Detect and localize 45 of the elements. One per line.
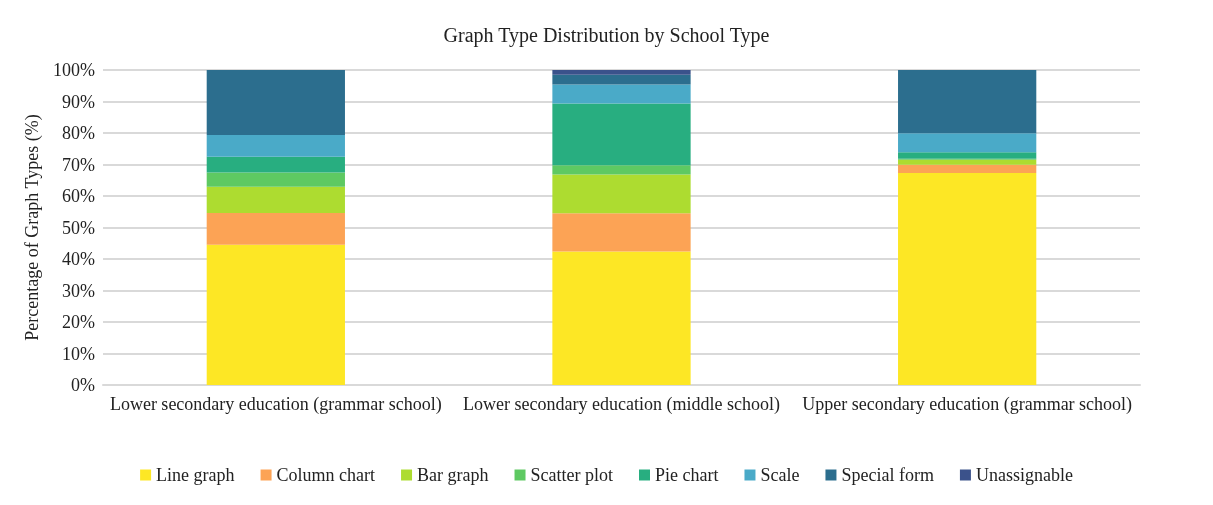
- bar: [552, 84, 691, 104]
- bar: [898, 152, 1037, 159]
- bar: [206, 70, 345, 135]
- y-tick-label: 100%: [53, 60, 95, 80]
- bar: [206, 244, 345, 385]
- x-tick-label: Lower secondary education (middle school): [463, 394, 780, 415]
- y-tick-label: 80%: [62, 123, 95, 143]
- x-tick-label: Lower secondary education (grammar school): [109, 394, 442, 415]
- x-tick-label: Upper secondary education (grammar school): [802, 394, 1133, 415]
- bar: [206, 134, 345, 157]
- chart-title: Graph Type Distribution by School Type: [443, 24, 770, 47]
- bar: [898, 133, 1037, 153]
- bar: [898, 70, 1037, 134]
- legend-label: Unassignable: [975, 465, 1073, 485]
- y-tick-label: 50%: [62, 217, 95, 238]
- bar: [552, 165, 691, 175]
- bar: [206, 213, 345, 245]
- bar: [552, 70, 691, 75]
- legend-label: Scatter plot: [530, 465, 614, 485]
- bar: [552, 174, 691, 214]
- y-tick-label: 0%: [71, 375, 95, 395]
- y-tick-label: 70%: [62, 154, 95, 175]
- y-tick-label: 30%: [62, 280, 95, 301]
- bar: [898, 173, 1037, 385]
- legend-label: Column chart: [276, 465, 376, 485]
- y-axis-title: Percentage of Graph Types (%): [22, 114, 43, 341]
- y-tick-label: 10%: [62, 343, 95, 364]
- legend-label: Pie chart: [655, 465, 719, 485]
- bar: [552, 103, 691, 166]
- bar: [206, 172, 345, 187]
- legend-label: Scale: [760, 465, 800, 485]
- bar: [898, 164, 1037, 174]
- y-tick-label: 20%: [62, 312, 95, 332]
- y-tick-label: 90%: [62, 91, 95, 112]
- bar: [552, 251, 691, 385]
- bar: [898, 159, 1037, 165]
- legend-label: Bar graph: [417, 465, 489, 485]
- y-tick-label: 60%: [62, 186, 95, 206]
- legend-label: Line graph: [156, 465, 235, 485]
- bar: [206, 186, 345, 214]
- bar: [206, 156, 345, 173]
- bar: [552, 74, 691, 85]
- y-tick-label: 40%: [62, 249, 95, 269]
- legend-label: Special form: [841, 465, 934, 485]
- bar: [552, 213, 691, 252]
